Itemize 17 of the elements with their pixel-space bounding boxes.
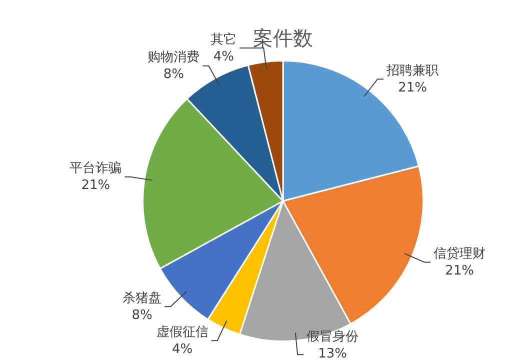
chart-title: 案件数 (253, 26, 313, 50)
slice-label: 假冒身份 (306, 329, 359, 344)
slice-label: 平台诈骗 (70, 161, 122, 176)
data-label: 21% (398, 80, 427, 96)
data-label: 8% (132, 308, 152, 323)
slice-label: 信贷理财 (434, 246, 486, 262)
data-label: 4% (213, 49, 234, 64)
data-label: 4% (172, 342, 193, 357)
slice-label: 杀猪盘 (122, 290, 162, 306)
data-label: 21% (81, 178, 110, 194)
slice-label: 虚假征信 (156, 324, 208, 340)
data-label: 8% (163, 67, 184, 82)
data-label: 13% (318, 346, 347, 362)
data-label: 21% (445, 264, 474, 279)
slice-label: 购物消费 (148, 50, 200, 66)
slice-label: 招聘兼职 (386, 63, 439, 78)
slice-label: 其它 (210, 31, 237, 48)
